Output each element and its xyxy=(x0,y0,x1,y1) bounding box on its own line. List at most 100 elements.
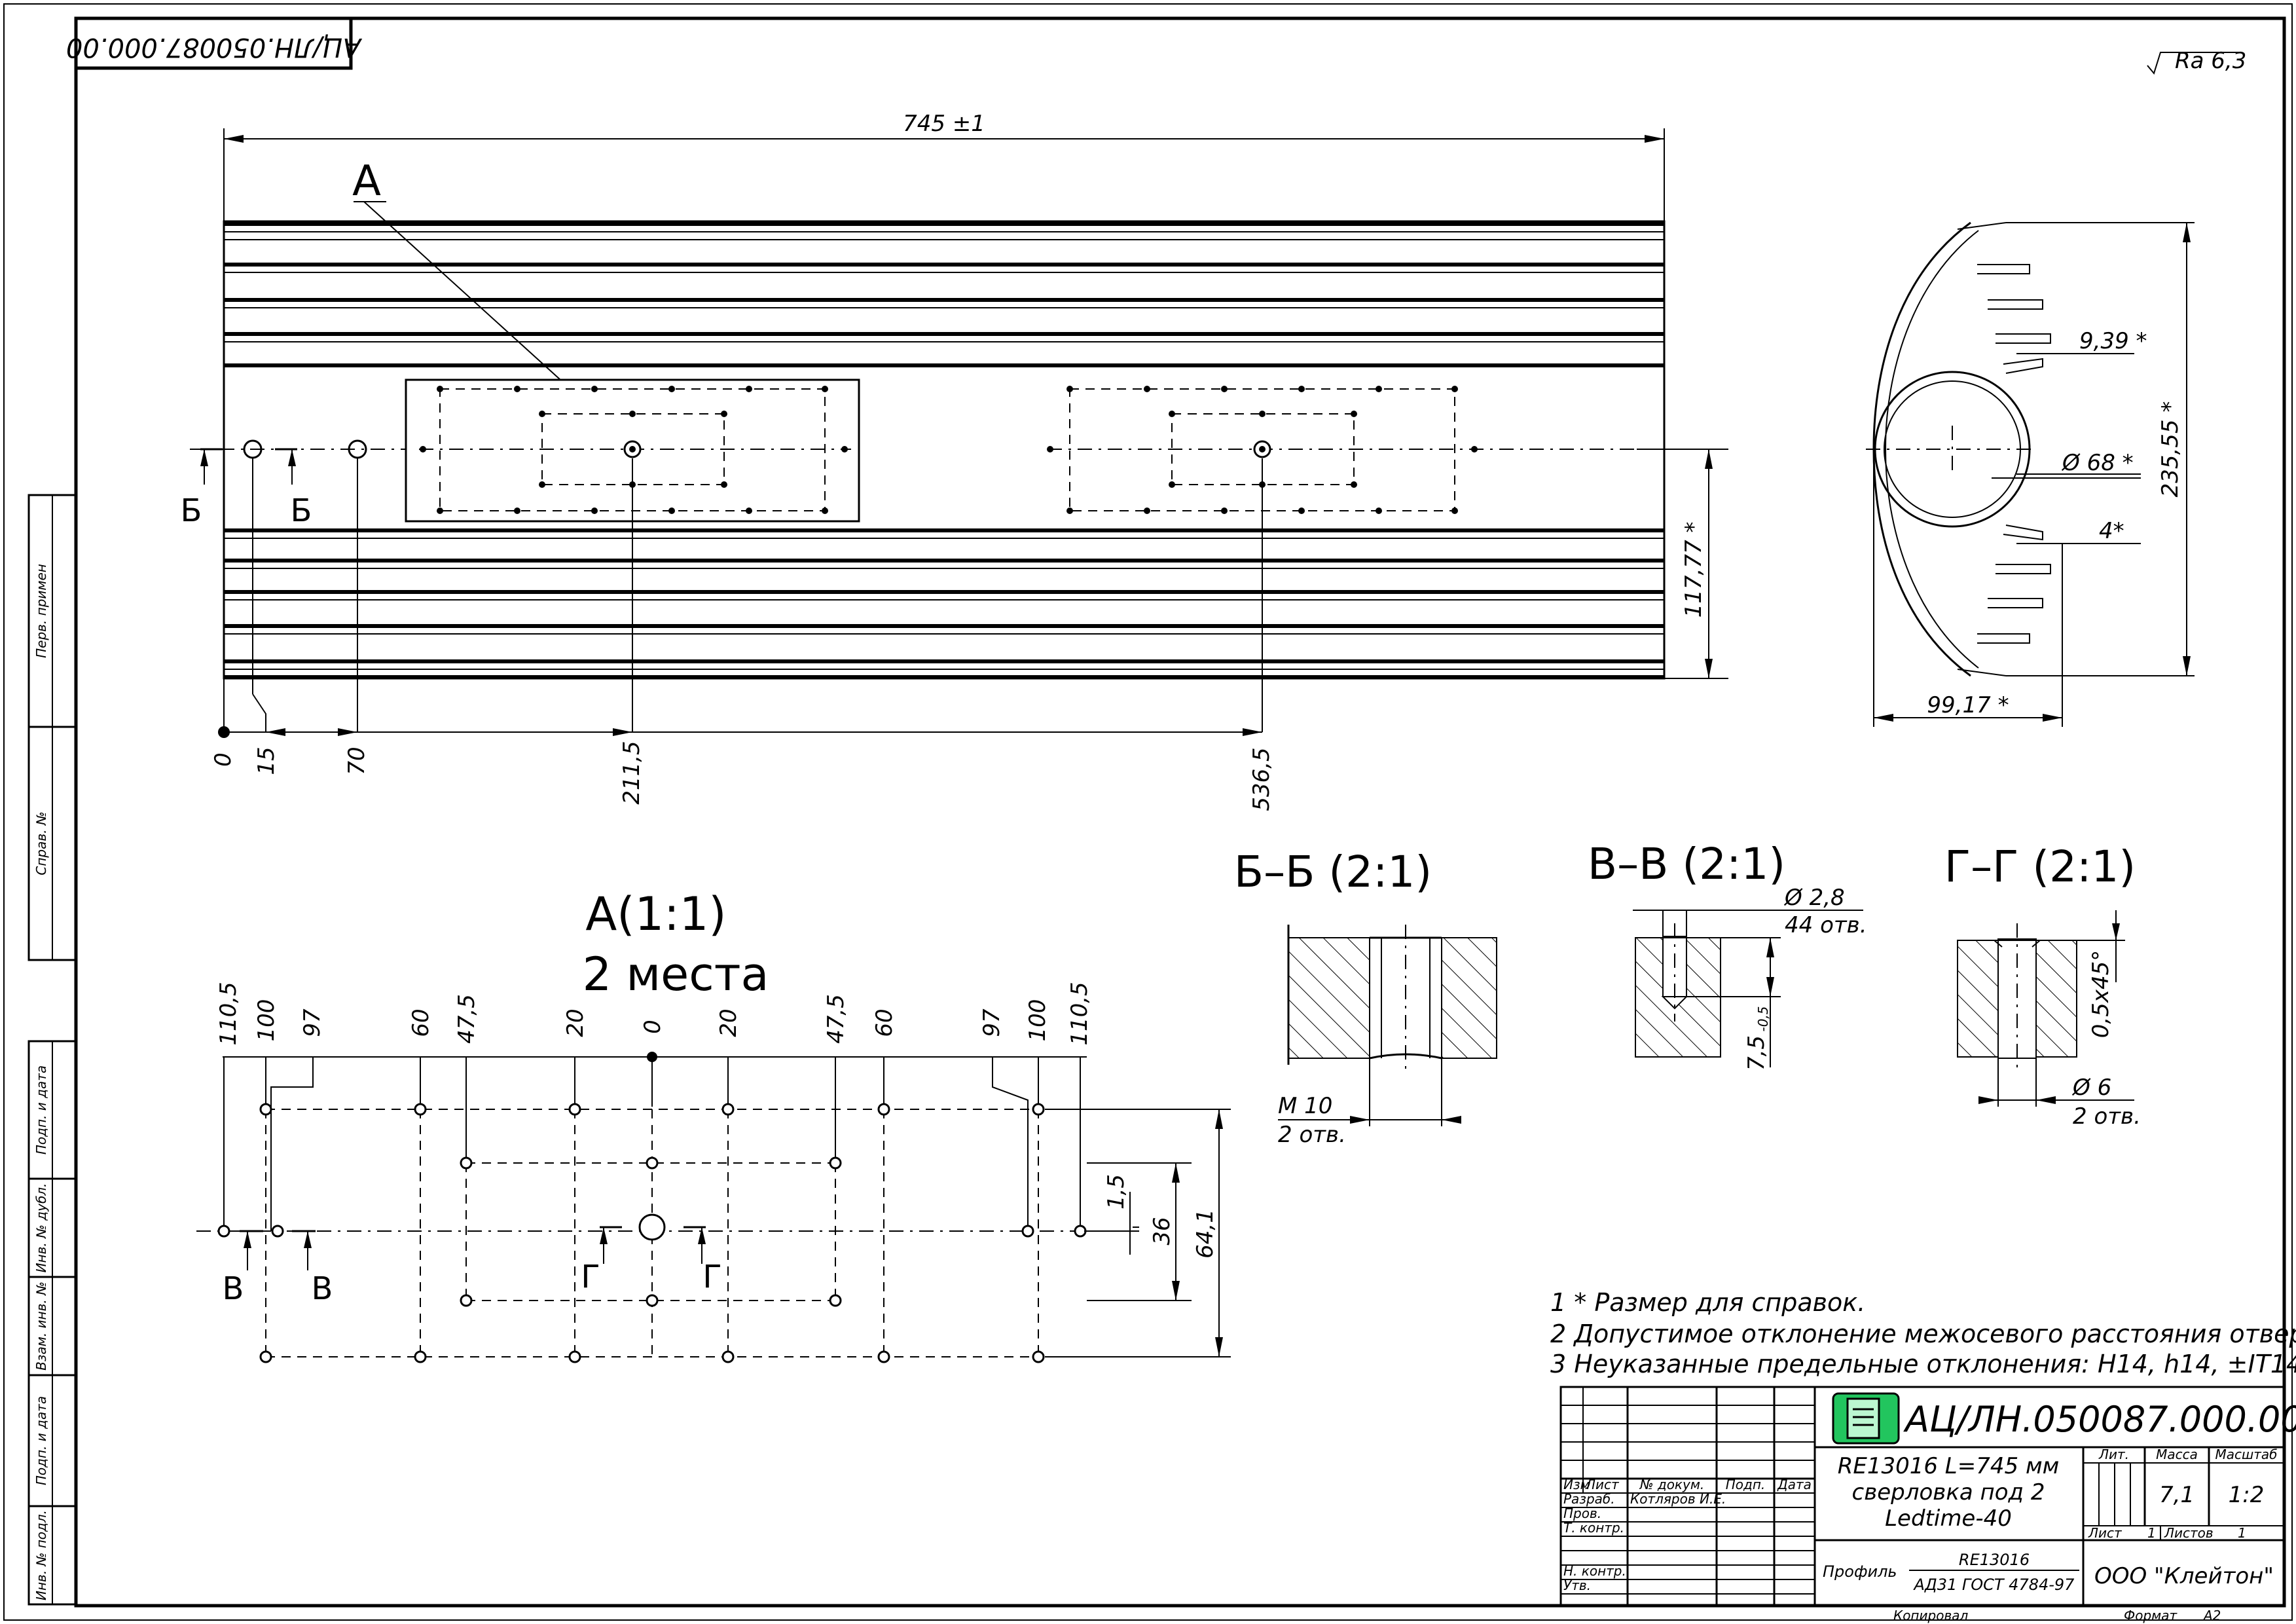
detail-dim-100-left: 100 xyxy=(253,999,280,1042)
profile-cross-section xyxy=(1866,221,2195,727)
profile-dim-rib-gap: 9,39 * xyxy=(2079,328,2147,354)
strip-label-podp2: Подп. и дата xyxy=(33,1396,49,1485)
strip-label-perv: Перв. примен xyxy=(33,564,49,658)
title-hdr-date: Дата xyxy=(1777,1477,1812,1492)
detail-a-holes xyxy=(217,1103,1087,1363)
title-hdr-sign: Подп. xyxy=(1726,1477,1766,1492)
strip-label-podp1: Подп. и дата xyxy=(33,1065,49,1154)
section-vv-title: В–В (2:1) xyxy=(1588,839,1785,889)
section-gg xyxy=(1957,910,2134,1107)
title-row-razrab: Разраб. xyxy=(1563,1491,1615,1507)
section-bb-title: Б–Б (2:1) xyxy=(1234,847,1432,897)
baseline-dim-15: 15 xyxy=(253,747,280,775)
title-company: ООО "Клейтон" xyxy=(2094,1563,2274,1589)
title-mass-label: Масса xyxy=(2156,1447,2198,1462)
section-mark-g-left: Г xyxy=(581,1259,600,1295)
doc-number-rotated: АЦ/ЛН.050087.000.00 xyxy=(66,32,363,62)
section-bb-thread: M 10 xyxy=(1278,1093,1332,1119)
sheet-outer-border xyxy=(3,3,2293,1621)
profile-dim-width: 99,17 * xyxy=(1927,692,2009,718)
title-format-label: Формат xyxy=(2124,1608,2178,1623)
profile-ribs xyxy=(1977,264,2051,644)
overall-length-dim: 745 ±1 xyxy=(903,111,985,137)
profile-dim-diameter: Ø 68 * xyxy=(2061,450,2134,476)
doc-number-box xyxy=(74,16,353,70)
note-2: 2 Допустимое отклонение межосевого расст… xyxy=(1550,1320,2296,1348)
detail-subtitle: 2 места xyxy=(583,948,769,1001)
detail-dim-60-right: 60 xyxy=(871,1008,898,1037)
detail-marker-a: А xyxy=(352,157,381,206)
detail-dim-36: 36 xyxy=(1149,1217,1175,1245)
section-mark-v-left: В xyxy=(223,1270,244,1307)
note-1: 1 * Размер для справок. xyxy=(1550,1288,1865,1317)
detail-dim-47-left: 47,5 xyxy=(454,994,480,1044)
title-name-line2: сверловка под 2 xyxy=(1852,1479,2045,1505)
strip-label-podl: Инв. № подл. xyxy=(33,1510,49,1600)
section-vv-count: 44 отв. xyxy=(1785,912,1867,938)
baseline-dim-0: 0 xyxy=(210,752,236,767)
title-name-line3: Ledtime-40 xyxy=(1885,1505,2012,1532)
hole-group-left xyxy=(420,386,848,514)
detail-dim-1-5: 1,5 xyxy=(1103,1174,1129,1209)
detail-dim-20-right: 20 xyxy=(716,1008,742,1037)
section-mark-b-left: Б xyxy=(181,492,202,529)
title-row-nkontr: Н. контр. xyxy=(1563,1563,1626,1579)
company-logo-icon xyxy=(1832,1392,1900,1445)
section-vv-dia: Ø 2,8 xyxy=(1783,885,1845,911)
title-hdr-izm: Изм xyxy=(1563,1477,1590,1492)
section-mark-g-right: Г xyxy=(702,1259,721,1295)
title-block xyxy=(1559,1386,2286,1607)
title-sheet-label: Лист xyxy=(2088,1525,2123,1541)
profile-dim-height: 235,55 * xyxy=(2157,401,2183,498)
title-name-line1: RE13016 L=745 мм xyxy=(1838,1453,2060,1479)
title-copied-label: Копировал xyxy=(1893,1608,1968,1623)
baseline-dim-536: 536,5 xyxy=(1248,747,1275,811)
baseline-dim-70: 70 xyxy=(344,747,370,775)
strip-label-dubl: Инв. № дубл. xyxy=(33,1183,49,1273)
title-format: А2 xyxy=(2202,1608,2221,1623)
detail-dim-100-right: 100 xyxy=(1025,999,1051,1042)
section-mark-b-right: Б xyxy=(291,492,312,529)
baseline-dim-211: 211,5 xyxy=(619,741,645,804)
strip-label-vzam: Взам. инв. № xyxy=(33,1282,49,1371)
detail-dim-97-left: 97 xyxy=(299,1008,325,1037)
roughness-value: Ra 6,3 xyxy=(2175,48,2246,74)
detail-dim-0: 0 xyxy=(640,1020,666,1034)
section-gg-count: 2 отв. xyxy=(2073,1103,2141,1130)
section-vv-depth: 7,5 xyxy=(1743,1035,1770,1071)
title-hdr-list: Лист xyxy=(1585,1477,1620,1492)
main-view xyxy=(190,128,1728,738)
detail-dim-64: 64,1 xyxy=(1192,1209,1218,1259)
section-gg-title: Г–Г (2:1) xyxy=(1944,841,2136,892)
title-material-label: Профиль xyxy=(1823,1562,1897,1581)
title-scale: 1:2 xyxy=(2229,1482,2265,1508)
detail-a-view xyxy=(196,1052,1231,1363)
strip-label-sprav: Справ. № xyxy=(33,811,49,875)
detail-dim-97-right: 97 xyxy=(979,1008,1005,1037)
section-gg-dia: Ø 6 xyxy=(2071,1075,2111,1101)
title-material-line1: RE13016 xyxy=(1959,1551,2030,1569)
title-sheet-no: 1 xyxy=(2147,1525,2156,1541)
title-hdr-doc: № докум. xyxy=(1639,1477,1705,1492)
detail-dim-110-right: 110,5 xyxy=(1066,982,1093,1045)
detail-dim-47-right: 47,5 xyxy=(823,994,849,1044)
height-dim-117: 117,77 * xyxy=(1681,522,1707,618)
section-vv xyxy=(1633,910,1863,1067)
section-mark-v-right: В xyxy=(312,1270,333,1307)
title-row-utv: Утв. xyxy=(1563,1578,1591,1593)
title-developer: Котляров И.Е. xyxy=(1630,1491,1726,1507)
title-scale-label: Масштаб xyxy=(2215,1447,2277,1462)
detail-dim-20-left: 20 xyxy=(562,1008,589,1037)
title-lit-label: Лит. xyxy=(2098,1447,2129,1462)
detail-title: А(1:1) xyxy=(585,887,726,941)
section-gg-chamfer: 0,5х45° xyxy=(2088,950,2114,1038)
left-side-strip xyxy=(27,494,77,1606)
detail-dim-60-left: 60 xyxy=(408,1008,434,1037)
roughness-symbol xyxy=(2147,52,2239,75)
title-row-prov: Пров. xyxy=(1563,1505,1601,1521)
hole-group-right xyxy=(1047,386,1478,514)
title-mass: 7,1 xyxy=(2159,1482,2195,1508)
detail-dim-110-left: 110,5 xyxy=(215,982,242,1045)
title-row-tkontr: Т. контр. xyxy=(1563,1520,1624,1536)
